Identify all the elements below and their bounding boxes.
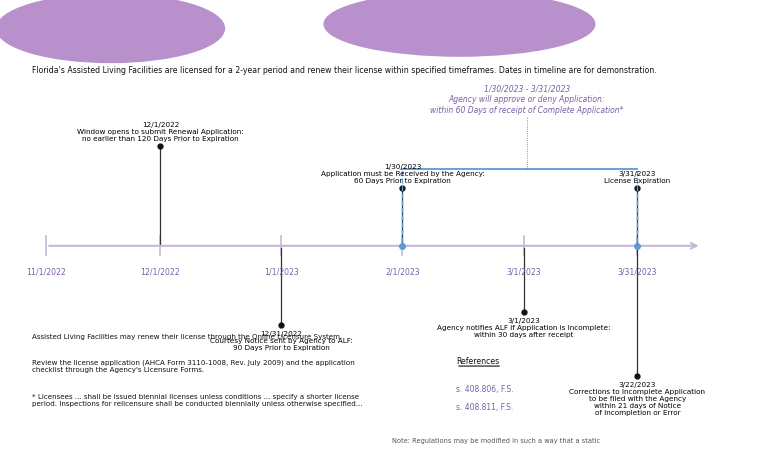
Text: 1/1/2023: 1/1/2023 (264, 267, 299, 276)
Text: s. 408.806, F.S.: s. 408.806, F.S. (456, 385, 514, 393)
Text: 12/1/2022: 12/1/2022 (140, 267, 180, 276)
Text: 12/1/2022
Window opens to submit Renewal Application:
no earlier than 120 Days P: 12/1/2022 Window opens to submit Renewal… (77, 121, 244, 141)
Text: 1/30/2023
Application must be Received by the Agency:
60 Days Prior to Expiratio: 1/30/2023 Application must be Received b… (320, 164, 484, 184)
Text: * Licensees ... shall be issued biennial licenses unless conditions ... specify : * Licensees ... shall be issued biennial… (32, 393, 363, 406)
Ellipse shape (0, 0, 224, 63)
Text: 11/1/2022: 11/1/2022 (26, 267, 66, 276)
Text: 1/30/2023 - 3/31/2023
Agency will approve or deny Application:
within 60 Days of: 1/30/2023 - 3/31/2023 Agency will approv… (430, 84, 624, 114)
Text: 12/31/2022
Courtesy Notice sent by Agency to ALF:
90 Days Prior to Expiration: 12/31/2022 Courtesy Notice sent by Agenc… (210, 330, 353, 350)
Text: Review the license application (AHCA Form 3110-1008, Rev. July 2009) and the app: Review the license application (AHCA For… (32, 359, 355, 373)
Text: 3/1/2023: 3/1/2023 (506, 267, 541, 276)
Text: References: References (456, 357, 499, 365)
Text: 3/1/2023
Agency notifies ALF if Application is Incomplete:
within 30 days after : 3/1/2023 Agency notifies ALF if Applicat… (437, 317, 611, 337)
Text: 3/31/2023
License Expiration: 3/31/2023 License Expiration (604, 171, 671, 184)
Text: Assisted Living Facilities may renew their license through the Online Licensure : Assisted Living Facilities may renew the… (32, 334, 343, 340)
Text: Note: Regulations may be modified in such a way that a static: Note: Regulations may be modified in suc… (392, 437, 600, 443)
Text: 3/22/2023
Corrections to Incomplete Application
to be filed with the Agency
with: 3/22/2023 Corrections to Incomplete Appl… (570, 381, 705, 415)
Text: 3/31/2023: 3/31/2023 (618, 267, 658, 276)
Ellipse shape (324, 0, 594, 57)
Text: s. 408.811, F.S.: s. 408.811, F.S. (456, 403, 513, 411)
Text: 2/1/2023: 2/1/2023 (385, 267, 420, 276)
Text: Florida's Assisted Living Facilities are licensed for a 2-year period and renew : Florida's Assisted Living Facilities are… (32, 66, 657, 74)
